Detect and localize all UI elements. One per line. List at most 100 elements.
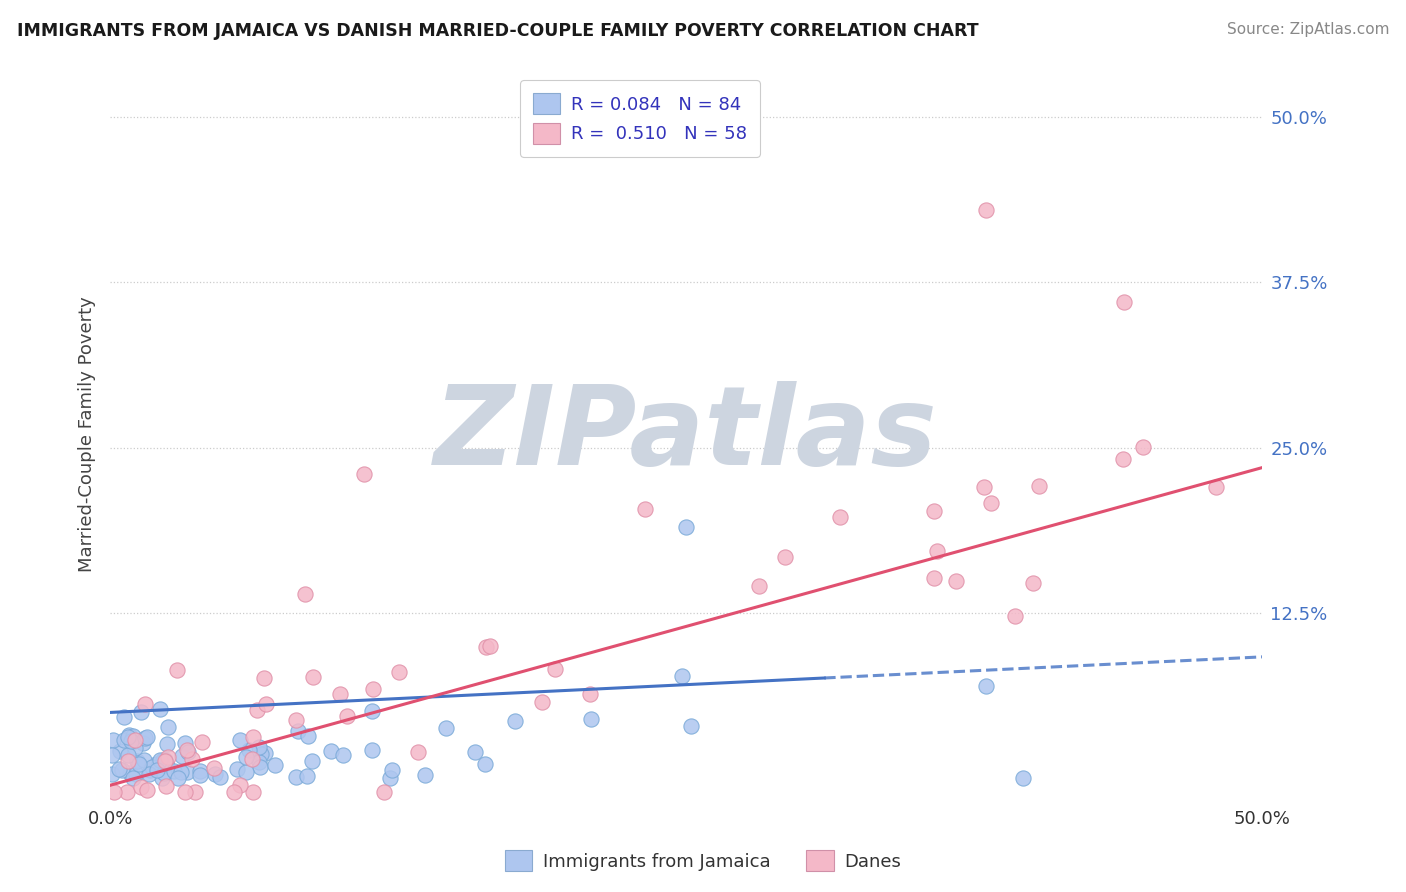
Point: [118, 729, 141, 743]
Point: [129, 780, 152, 794]
Point: [332, 748, 354, 763]
Point: [287, 724, 309, 739]
Point: [922, 571, 945, 585]
Point: [176, 743, 198, 757]
Point: [363, 681, 385, 696]
Point: [544, 662, 567, 676]
Point: [1022, 576, 1045, 591]
Point: [474, 640, 496, 654]
Point: [229, 778, 252, 792]
Point: [188, 768, 211, 782]
Point: [152, 753, 174, 767]
Point: [301, 754, 323, 768]
Point: [110, 764, 132, 778]
Point: [974, 202, 997, 217]
Point: [209, 771, 232, 785]
Point: [247, 740, 270, 755]
Point: [103, 785, 125, 799]
Point: [361, 704, 384, 718]
Point: [671, 669, 693, 683]
Point: [101, 732, 124, 747]
Point: [406, 745, 429, 759]
Point: [222, 785, 245, 799]
Point: [180, 752, 202, 766]
Point: [1004, 609, 1026, 624]
Point: [138, 766, 160, 780]
Point: [112, 733, 135, 747]
Point: [464, 745, 486, 759]
Point: [378, 771, 401, 785]
Point: [381, 763, 404, 777]
Point: [134, 697, 156, 711]
Point: [134, 731, 156, 745]
Point: [121, 729, 143, 743]
Point: [249, 760, 271, 774]
Point: [188, 764, 211, 779]
Point: [773, 550, 796, 565]
Point: [242, 785, 264, 799]
Point: [828, 509, 851, 524]
Point: [124, 733, 146, 747]
Point: [166, 663, 188, 677]
Point: [974, 679, 997, 693]
Point: [129, 705, 152, 719]
Point: [434, 722, 457, 736]
Point: [177, 745, 200, 759]
Point: [1112, 295, 1135, 310]
Point: [108, 744, 131, 758]
Point: [249, 747, 271, 762]
Point: [226, 762, 249, 776]
Point: [163, 764, 186, 778]
Point: [294, 587, 316, 601]
Point: [634, 502, 657, 516]
Point: [240, 752, 263, 766]
Point: [336, 709, 359, 723]
Point: [295, 769, 318, 783]
Legend: Immigrants from Jamaica, Danes: Immigrants from Jamaica, Danes: [498, 843, 908, 879]
Point: [579, 712, 602, 726]
Point: [127, 754, 149, 768]
Point: [301, 670, 323, 684]
Point: [253, 746, 276, 760]
Point: [927, 544, 949, 558]
Point: [125, 767, 148, 781]
Point: [156, 738, 179, 752]
Point: [183, 785, 205, 799]
Point: [531, 695, 554, 709]
Y-axis label: Married-Couple Family Poverty: Married-Couple Family Poverty: [79, 297, 96, 573]
Point: [1011, 772, 1033, 786]
Point: [128, 756, 150, 771]
Point: [190, 735, 212, 749]
Point: [579, 687, 602, 701]
Point: [155, 756, 177, 771]
Point: [297, 729, 319, 743]
Point: [973, 480, 995, 494]
Point: [474, 756, 496, 771]
Point: [132, 753, 155, 767]
Point: [247, 756, 270, 770]
Point: [229, 733, 252, 747]
Point: [153, 754, 176, 768]
Point: [136, 731, 159, 745]
Point: [235, 764, 257, 779]
Point: [1112, 452, 1135, 467]
Point: [329, 687, 352, 701]
Point: [1132, 440, 1154, 454]
Point: [478, 639, 501, 653]
Point: [155, 779, 177, 793]
Point: [679, 719, 702, 733]
Point: [253, 671, 276, 685]
Point: [120, 734, 142, 748]
Point: [117, 754, 139, 768]
Point: [118, 765, 141, 780]
Point: [146, 763, 169, 777]
Point: [149, 753, 172, 767]
Point: [373, 785, 395, 799]
Point: [156, 720, 179, 734]
Point: [157, 750, 180, 764]
Text: ZIPatlas: ZIPatlas: [434, 381, 938, 488]
Point: [413, 767, 436, 781]
Text: Source: ZipAtlas.com: Source: ZipAtlas.com: [1226, 22, 1389, 37]
Point: [108, 763, 131, 777]
Point: [1028, 479, 1050, 493]
